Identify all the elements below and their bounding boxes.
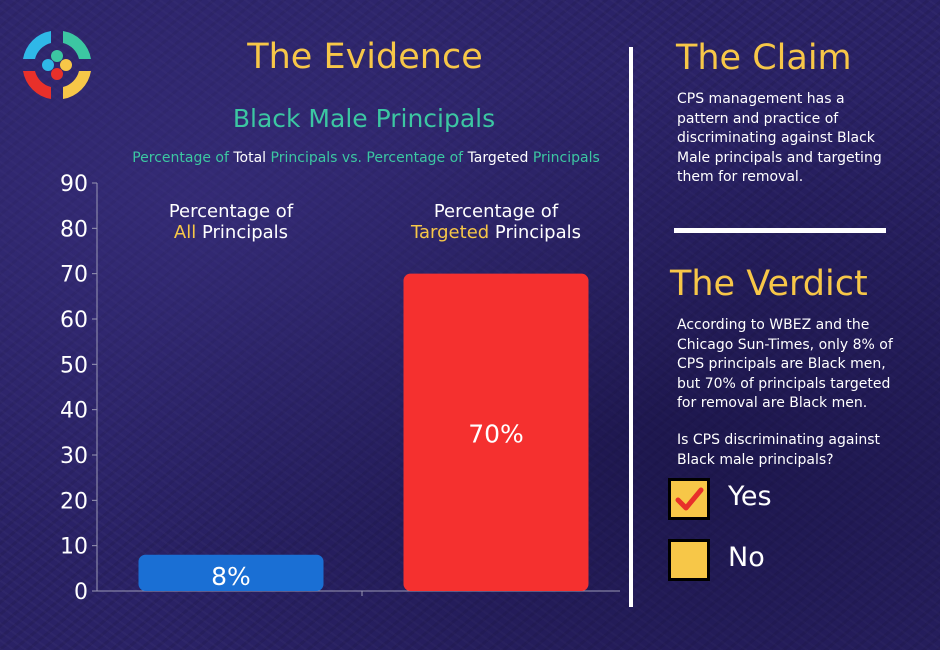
category-label-line1-1: Percentage of	[434, 201, 559, 222]
bar-1	[403, 273, 589, 591]
category-label-line2-0: All Principals	[174, 222, 288, 243]
y-tick-label: 80	[60, 217, 88, 242]
y-tick-label: 50	[60, 353, 88, 378]
evidence-title: The Evidence	[247, 37, 483, 77]
y-tick-label: 40	[60, 399, 88, 424]
subtitle-part-4: Principals	[528, 150, 600, 166]
verdict-title: The Verdict	[670, 264, 868, 304]
logo	[18, 27, 96, 103]
verdict-text: According to WBEZ and the Chicago Sun-Ti…	[677, 317, 893, 411]
horizontal-divider	[674, 228, 886, 233]
verdict-question: Is CPS discriminating against Black male…	[677, 432, 880, 468]
subtitle-part-2: Principals vs. Percentage of	[266, 150, 468, 166]
category-highlight-1: Targeted	[410, 222, 489, 243]
y-tick-label: 70	[60, 263, 88, 288]
no-label: No	[728, 542, 765, 573]
vertical-divider	[629, 47, 633, 607]
circular-logo-icon	[23, 31, 91, 99]
y-tick-label: 0	[74, 580, 88, 605]
category-rest-1: Principals	[489, 222, 581, 243]
chart-subtitle: Percentage of Total Principals vs. Perce…	[0, 150, 732, 166]
yes-checkbox[interactable]	[668, 478, 710, 520]
claim-text: CPS management has a pattern and practic…	[677, 91, 882, 185]
y-tick-label: 60	[60, 308, 88, 333]
data-label-1: 70%	[468, 419, 524, 448]
y-tick-label: 30	[60, 444, 88, 469]
chart-title: Black Male Principals	[232, 104, 496, 133]
category-rest-0: Principals	[196, 222, 288, 243]
claim-title: The Claim	[676, 38, 852, 78]
subtitle-part-3: Targeted	[467, 150, 529, 166]
no-checkbox[interactable]	[668, 539, 710, 581]
data-label-0: 8%	[211, 562, 251, 591]
y-tick-label: 10	[60, 535, 88, 560]
y-tick-label: 20	[60, 489, 88, 514]
checkmark-icon	[675, 487, 704, 511]
subtitle-part-1: Total	[233, 150, 267, 166]
category-label-line2-1: Targeted Principals	[410, 222, 581, 243]
y-tick-label: 90	[60, 172, 88, 197]
category-highlight-0: All	[174, 222, 196, 243]
bar-0	[138, 554, 324, 591]
subtitle-part-0: Percentage of	[132, 150, 234, 166]
yes-label: Yes	[728, 481, 772, 512]
category-label-line1-0: Percentage of	[169, 201, 294, 222]
